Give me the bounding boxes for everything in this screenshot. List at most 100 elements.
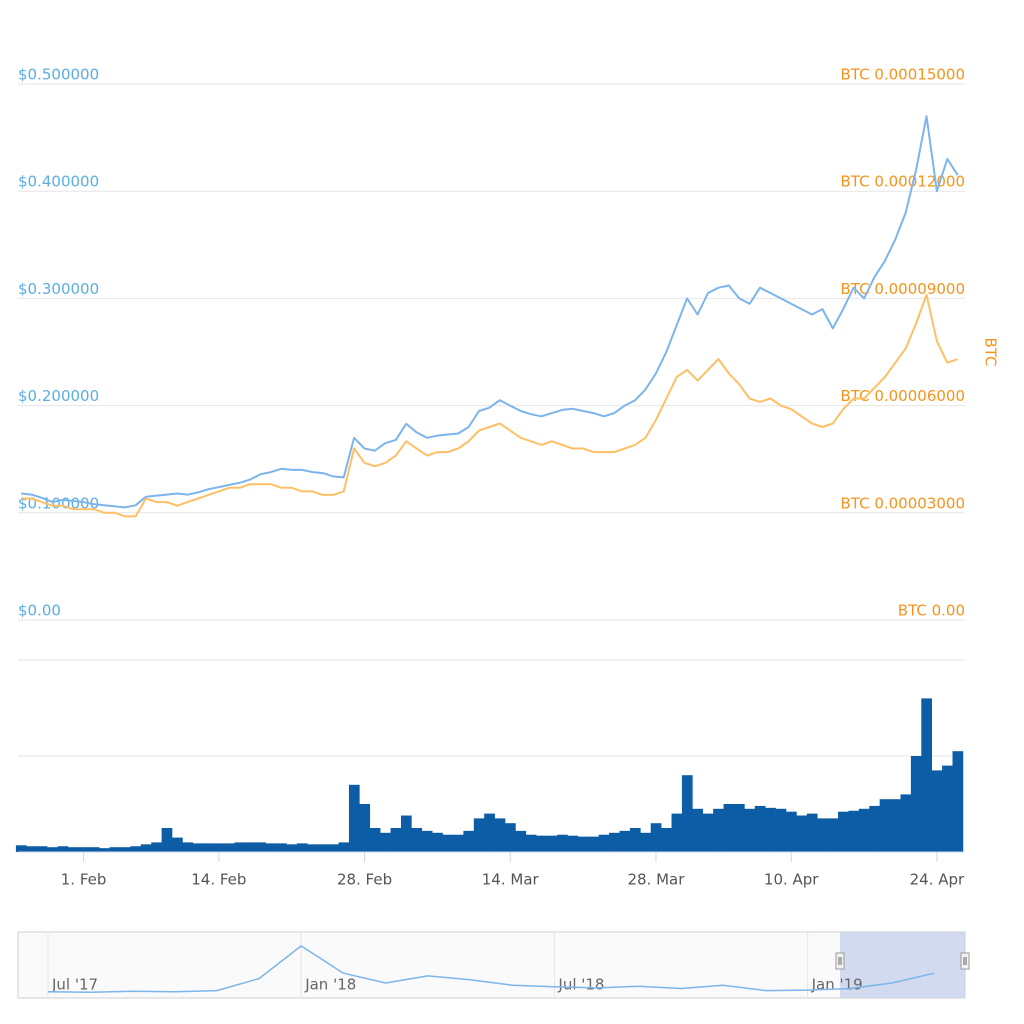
volume-bar <box>806 813 818 852</box>
volume-bar <box>57 846 69 852</box>
volume-bar <box>265 843 277 852</box>
volume-bar <box>890 799 901 852</box>
volume-bar <box>640 832 652 852</box>
y2-tick-label: BTC 0.00012000 <box>841 173 965 191</box>
volume-bar <box>276 843 287 852</box>
volume-bar <box>224 843 235 852</box>
volume-bar <box>557 834 568 852</box>
x-tick-label: 28. Feb <box>337 871 392 889</box>
volume-bar <box>942 765 953 852</box>
volume-bar <box>380 832 391 852</box>
y-tick-label: $0.100000 <box>18 494 99 512</box>
volume-bar <box>931 770 943 852</box>
volume-bar <box>494 818 506 852</box>
x-tick-label: 14. Feb <box>191 871 246 889</box>
volume-bar <box>765 807 776 852</box>
volume-bar <box>348 784 360 852</box>
y-tick-label: $0.500000 <box>18 66 99 84</box>
x-tick-label: 10. Apr <box>764 871 819 889</box>
volume-bar <box>244 842 256 852</box>
volume-bar <box>619 830 631 852</box>
volume-bar <box>692 808 704 852</box>
volume-bar <box>213 843 225 852</box>
volume-bar <box>151 842 162 852</box>
volume-bar <box>307 844 319 852</box>
navigator-handle[interactable] <box>835 952 845 970</box>
volume-bar <box>827 818 839 852</box>
navigator-tick-label: Jan '19 <box>811 976 863 994</box>
volume-bar <box>858 808 870 852</box>
volume-bar <box>952 751 964 852</box>
volume-bar <box>546 835 558 852</box>
x-tick-label: 24. Apr <box>910 871 965 889</box>
volume-bar <box>296 843 308 852</box>
x-tick-label: 1. Feb <box>61 871 107 889</box>
volume-bar <box>754 805 766 852</box>
volume-bar <box>609 832 620 852</box>
y2-tick-label: BTC 0.00006000 <box>841 387 965 405</box>
volume-bar <box>900 794 912 852</box>
volume-bar <box>400 815 412 852</box>
y-tick-label: $0.200000 <box>18 387 99 405</box>
volume-bar <box>744 808 756 852</box>
volume-bar <box>879 799 891 852</box>
volume-bar <box>234 842 246 852</box>
volume-bar <box>515 830 527 852</box>
volume-bar <box>650 823 662 852</box>
y2-tick-label: BTC 0.00003000 <box>841 494 965 512</box>
navigator-tick-label: Jan '18 <box>304 976 356 994</box>
volume-bar <box>369 828 381 852</box>
volume-bar <box>577 836 589 852</box>
volume-bar <box>255 842 266 852</box>
volume-bar <box>661 828 672 852</box>
volume-bar <box>452 834 464 852</box>
volume-bar <box>172 837 183 852</box>
volume-bar <box>140 844 152 852</box>
volume-bar <box>536 835 547 852</box>
volume-bar <box>421 830 433 852</box>
volume-bar <box>161 828 173 852</box>
volume-bar <box>203 843 214 852</box>
y-tick-label: $0.00 <box>18 602 61 620</box>
volume-bar <box>838 811 849 852</box>
navigator-handle[interactable] <box>960 952 970 970</box>
y2-tick-label: BTC 0.00009000 <box>841 280 965 298</box>
volume-bar <box>723 804 735 852</box>
volume-bar <box>432 832 443 852</box>
volume-bar <box>910 756 922 852</box>
volume-bar <box>26 846 38 852</box>
volume-bar <box>15 845 27 852</box>
volume-bar <box>411 828 423 852</box>
volume-bar <box>317 844 329 852</box>
y2-tick-label: BTC 0.00015000 <box>841 66 965 84</box>
navigator-tick-label: Jul '17 <box>51 976 98 994</box>
volume-bar <box>588 836 599 852</box>
volume-bar <box>442 834 454 852</box>
volume-bar <box>328 844 339 852</box>
y2-axis-title: BTC <box>982 337 1000 366</box>
volume-bar <box>36 846 48 852</box>
volume-bar <box>525 834 537 852</box>
volume-bar <box>796 815 808 852</box>
navigator-tick-label: Jul '18 <box>557 976 604 994</box>
volume-bar <box>713 808 724 852</box>
y-tick-label: $0.400000 <box>18 173 99 191</box>
y2-tick-label: BTC 0.00 <box>898 602 965 620</box>
volume-bar <box>484 813 495 852</box>
volume-bar <box>817 818 828 852</box>
price-line <box>20 115 959 509</box>
volume-bar <box>286 844 298 852</box>
volume-bar <box>338 842 350 852</box>
volume-bar <box>119 847 131 852</box>
volume-bar <box>47 847 58 852</box>
volume-bar <box>463 830 475 852</box>
volume-bar <box>390 828 402 852</box>
volume-bar <box>567 835 579 852</box>
volume-bar <box>702 813 714 852</box>
y-tick-label: $0.300000 <box>18 280 99 298</box>
volume-bar <box>598 834 610 852</box>
volume-bar <box>78 847 90 852</box>
volume-bar <box>848 810 860 852</box>
volume-bar <box>67 847 79 852</box>
